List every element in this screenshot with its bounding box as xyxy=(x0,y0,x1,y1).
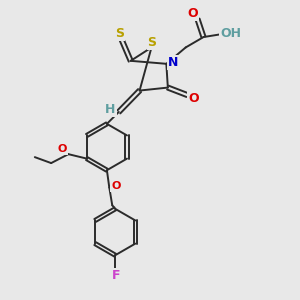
Text: F: F xyxy=(112,268,120,282)
Text: N: N xyxy=(168,56,178,69)
Text: OH: OH xyxy=(220,27,241,40)
Text: O: O xyxy=(58,144,67,154)
Text: O: O xyxy=(111,181,121,191)
Text: S: S xyxy=(115,27,124,40)
Text: O: O xyxy=(188,92,199,105)
Text: H: H xyxy=(105,103,116,116)
Text: S: S xyxy=(148,36,157,49)
Text: O: O xyxy=(187,7,197,20)
